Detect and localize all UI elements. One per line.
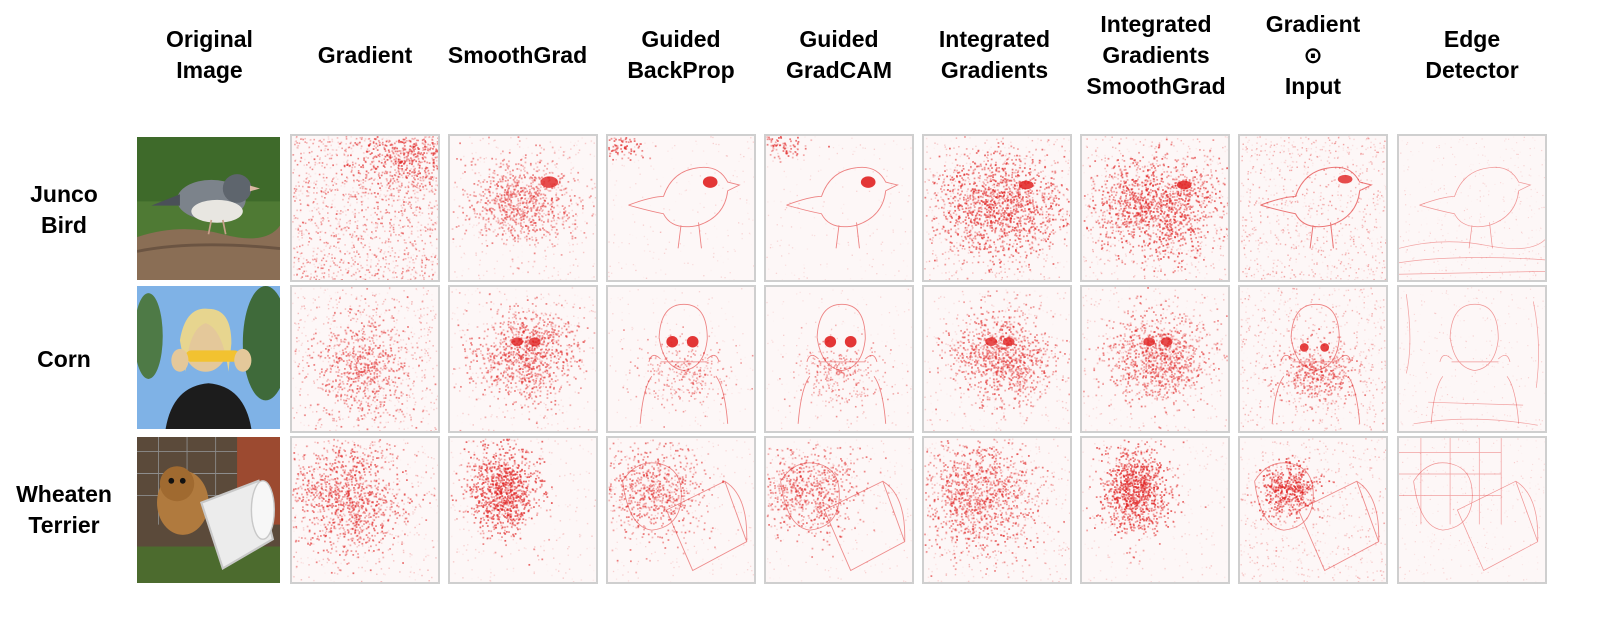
map-corn-integrated-gradients <box>922 285 1072 433</box>
map-corn-edge-detector <box>1397 285 1547 433</box>
row-label-terrier: Wheaten Terrier <box>0 437 128 583</box>
map-corn-guided-gradcam <box>764 285 914 433</box>
terrier-with-bucket-photo <box>137 437 280 583</box>
map-corn-gradient-input <box>1238 285 1388 433</box>
map-terrier-edge-detector <box>1397 436 1547 584</box>
map-junco-edge-detector <box>1397 134 1547 282</box>
map-junco-smoothgrad <box>448 134 598 282</box>
column-header-edge-detector: Edge Detector <box>1397 0 1547 110</box>
row-label-junco: Junco Bird <box>0 137 128 283</box>
map-terrier-ig-smoothgrad <box>1080 436 1230 584</box>
column-header-guided-backprop: Guided BackProp <box>606 0 756 110</box>
map-corn-smoothgrad <box>448 285 598 433</box>
map-junco-gradient-input <box>1238 134 1388 282</box>
column-header-guided-gradcam: Guided GradCAM <box>764 0 914 110</box>
map-terrier-guided-backprop <box>606 436 756 584</box>
column-header-smoothgrad: SmoothGrad <box>430 0 605 110</box>
column-header-ig-smoothgrad: Integrated Gradients SmoothGrad <box>1070 0 1242 110</box>
column-header-gradient: Gradient <box>290 0 440 110</box>
map-terrier-guided-gradcam <box>764 436 914 584</box>
map-terrier-smoothgrad <box>448 436 598 584</box>
map-junco-guided-backprop <box>606 134 756 282</box>
map-corn-ig-smoothgrad <box>1080 285 1230 433</box>
map-junco-ig-smoothgrad <box>1080 134 1230 282</box>
junco-bird-photo <box>137 137 280 280</box>
girl-eating-corn-photo <box>137 286 280 429</box>
map-junco-guided-gradcam <box>764 134 914 282</box>
map-corn-gradient <box>290 285 440 433</box>
map-terrier-integrated-gradients <box>922 436 1072 584</box>
column-header-gradient-input: Gradient ⊙ Input <box>1238 0 1388 110</box>
map-terrier-gradient-input <box>1238 436 1388 584</box>
map-terrier-gradient <box>290 436 440 584</box>
row-label-corn: Corn <box>0 286 128 432</box>
column-header-original: Original Image <box>137 0 282 110</box>
map-junco-integrated-gradients <box>922 134 1072 282</box>
map-corn-guided-backprop <box>606 285 756 433</box>
column-header-integrated-gradients: Integrated Gradients <box>917 0 1072 110</box>
map-junco-gradient <box>290 134 440 282</box>
